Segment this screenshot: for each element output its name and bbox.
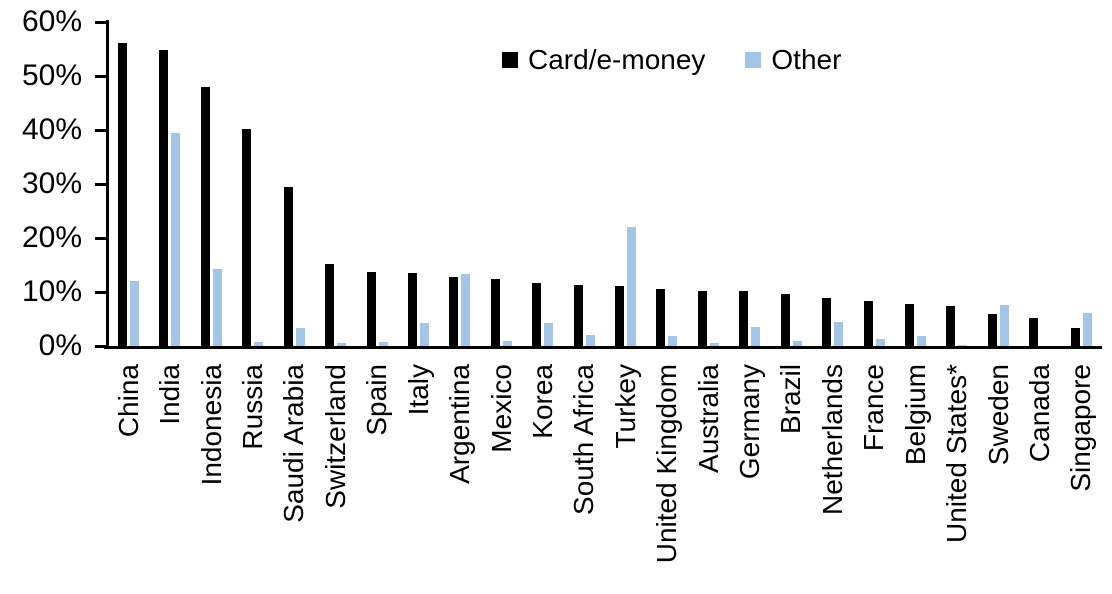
bar-card-e-money-spain — [366, 271, 376, 347]
bar-card-e-money-mexico — [490, 279, 500, 347]
x-axis-label: United Kingdom — [651, 364, 683, 564]
bar-card-e-money-united-kingdom — [656, 288, 666, 347]
bar-card-e-money-russia — [242, 128, 252, 347]
bar-other-china — [130, 280, 139, 347]
bar-card-e-money-singapore — [1070, 327, 1080, 347]
plot-area — [118, 43, 1092, 347]
x-axis-label: South Africa — [568, 364, 600, 515]
x-axis-label: India — [154, 364, 186, 425]
x-axis-label: Switzerland — [319, 364, 351, 509]
bar-card-e-money-turkey — [615, 286, 624, 347]
y-axis-label: 60% — [21, 5, 82, 38]
bar-other-netherlands — [834, 322, 844, 347]
bar-other-turkey — [627, 226, 636, 347]
bar-other-south-africa — [585, 335, 595, 347]
x-axis-label: Saudi Arabia — [278, 364, 310, 523]
bar-other-korea — [544, 323, 554, 347]
bar-card-e-money-india — [159, 50, 169, 347]
x-axis-label: Canada — [1023, 364, 1055, 463]
bar-card-e-money-netherlands — [822, 298, 832, 347]
bar-other-spain — [378, 342, 388, 347]
x-axis-label: Brazil — [775, 364, 807, 435]
bar-other-indonesia — [212, 268, 222, 347]
y-axis-label: 20% — [21, 221, 82, 254]
bar-card-e-money-germany — [739, 291, 749, 347]
bar-other-brazil — [792, 340, 802, 347]
bar-card-e-money-united-states — [946, 306, 956, 347]
bar-card-e-money-sweden — [987, 314, 997, 347]
x-axis-label: Germany — [734, 364, 765, 480]
x-axis-label: Argentina — [444, 364, 475, 484]
bar-other-united-kingdom — [668, 335, 678, 347]
y-tick — [95, 291, 108, 294]
x-axis-label: Italy — [402, 364, 434, 416]
bar-card-e-money-saudi-arabia — [283, 186, 293, 347]
x-axis-line — [104, 346, 1102, 349]
bar-card-e-money-france — [863, 301, 873, 347]
x-axis-label: Belgium — [899, 364, 931, 466]
bar-card-e-money-south-africa — [573, 284, 583, 347]
x-axis-label: Indonesia — [195, 364, 227, 486]
bar-other-saudi-arabia — [295, 328, 305, 347]
x-axis-label: Sweden — [982, 364, 1014, 466]
x-axis-label: Netherlands — [816, 364, 848, 515]
y-tick — [95, 75, 108, 78]
bar-other-russia — [254, 341, 264, 347]
bar-card-e-money-brazil — [780, 294, 790, 347]
x-axis-label: Singapore — [1065, 364, 1097, 492]
y-tick — [95, 237, 108, 240]
bar-card-e-money-canada — [1029, 317, 1039, 347]
x-axis-label: China — [112, 364, 144, 438]
y-axis-label: 0% — [38, 329, 82, 362]
bar-other-united-states — [958, 344, 968, 347]
bar-card-e-money-belgium — [904, 303, 914, 347]
legend-swatch-other — [745, 52, 762, 68]
bar-card-e-money-indonesia — [200, 86, 210, 347]
bar-other-australia — [709, 342, 719, 347]
x-axis-label: France — [858, 364, 890, 452]
bar-other-argentina — [461, 274, 471, 347]
y-axis-label: 10% — [21, 275, 82, 308]
x-axis-label: Spain — [361, 364, 393, 436]
x-axis-label: Russia — [237, 364, 268, 450]
y-tick — [95, 345, 108, 348]
legend-label-card-e-money: Card/e-money — [528, 44, 706, 75]
bar-card-e-money-china — [118, 43, 127, 347]
bar-other-france — [875, 339, 885, 347]
y-tick — [95, 183, 108, 186]
bar-other-india — [171, 133, 181, 347]
bar-other-mexico — [502, 341, 512, 347]
bar-card-e-money-australia — [697, 290, 707, 347]
x-axis-label: Korea — [526, 364, 558, 439]
x-axis-label: Australia — [692, 364, 724, 473]
y-axis-label: 30% — [21, 167, 82, 200]
bar-card-e-money-switzerland — [325, 263, 335, 347]
x-axis-label: Turkey — [609, 364, 641, 449]
bar-other-sweden — [999, 305, 1009, 347]
legend-label-other: Other — [771, 44, 842, 75]
bar-other-italy — [419, 323, 429, 347]
bar-card-e-money-korea — [532, 282, 542, 347]
bar-other-singapore — [1082, 313, 1092, 347]
bar-card-e-money-argentina — [449, 276, 459, 347]
bar-other-switzerland — [337, 342, 347, 347]
y-tick — [95, 21, 108, 24]
legend-swatch-card-e-money — [502, 52, 518, 68]
x-axis-label: Mexico — [485, 364, 517, 453]
bar-other-belgium — [916, 336, 926, 347]
y-axis-label: 40% — [21, 113, 82, 146]
bar-card-e-money-italy — [407, 272, 417, 347]
bar-other-germany — [751, 326, 761, 347]
y-tick — [95, 129, 108, 132]
legend: Card/e-money Other — [502, 44, 842, 75]
x-axis-label: United States* — [941, 364, 972, 543]
y-axis-label: 50% — [21, 59, 82, 92]
